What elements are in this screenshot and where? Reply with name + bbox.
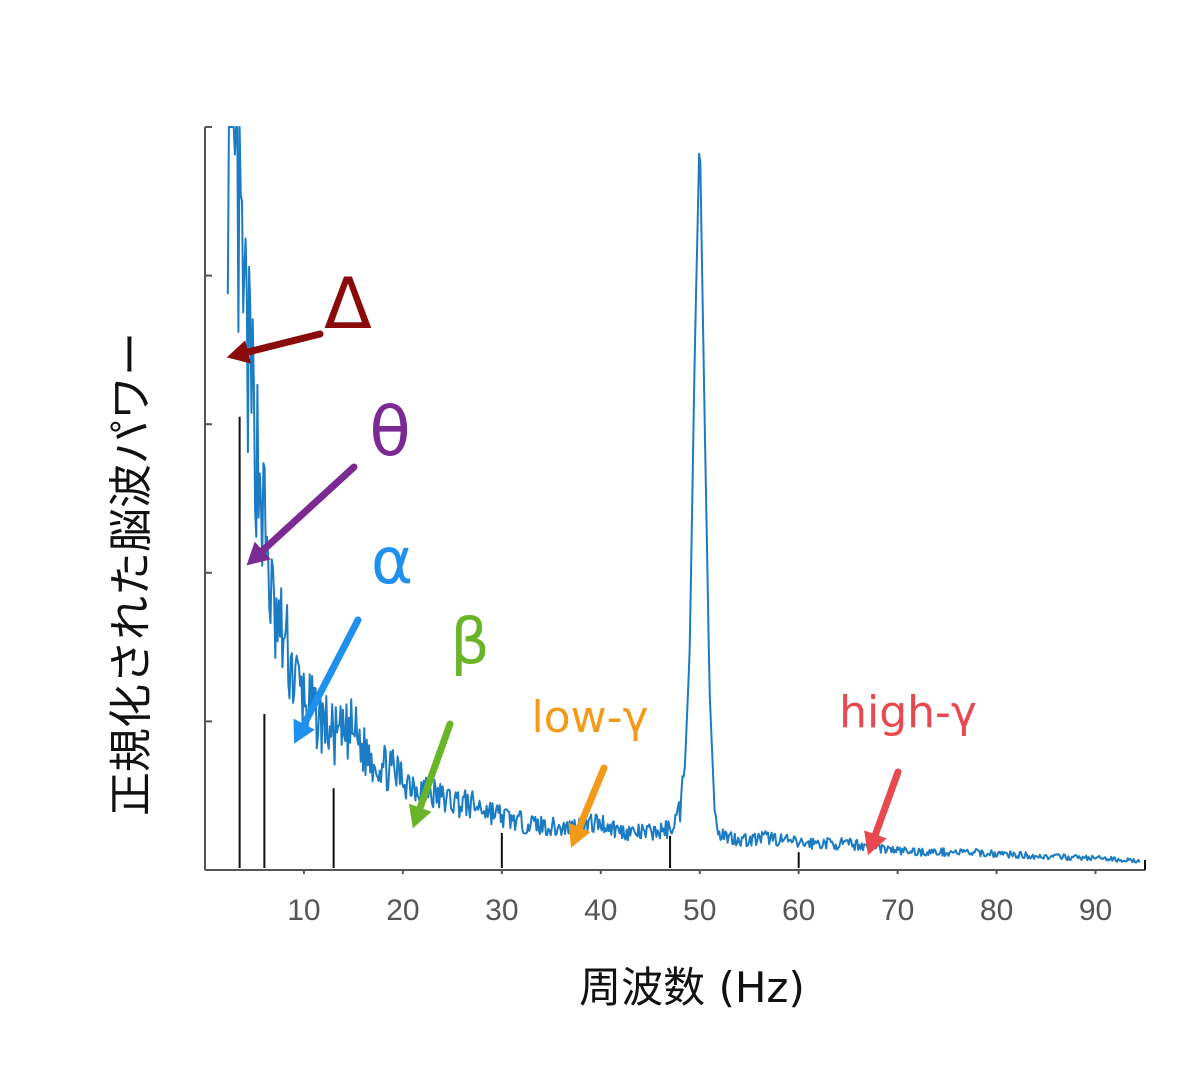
x-tick-labels: 10 20 30 40 50 60 70 80 90 <box>287 894 1112 927</box>
y-ticks <box>205 126 212 723</box>
arrow-head <box>246 541 271 566</box>
arrow-shaft <box>416 720 454 812</box>
x-axis-title: 周波数 (Hz) <box>579 963 805 1012</box>
arrow-shaft <box>300 616 362 728</box>
band-markers <box>238 416 800 868</box>
band-label: high-γ <box>839 687 977 738</box>
arrow-head <box>568 822 591 848</box>
band-label: Δ <box>324 263 372 345</box>
arrow-head <box>293 718 315 744</box>
x-tick-label: 40 <box>584 894 617 927</box>
arrow-head <box>408 803 432 829</box>
x-tick-label: 80 <box>980 894 1013 927</box>
band-label: low-γ <box>531 692 648 743</box>
eeg-power-spectrum-line <box>226 126 1141 864</box>
arrow-head <box>864 830 887 856</box>
band-label: θ <box>369 393 411 472</box>
arrow-shaft <box>871 768 902 838</box>
y-axis-title: 正規化された脳波パワー <box>106 332 157 816</box>
x-tick-label: 10 <box>287 894 320 927</box>
arrow-shaft <box>575 764 608 831</box>
x-tick-label: 50 <box>683 894 716 927</box>
arrow-shaft <box>244 330 324 356</box>
x-tick-label: 30 <box>485 894 518 927</box>
band-label: β <box>450 605 490 678</box>
x-tick-label: 60 <box>782 894 815 927</box>
x-ticks <box>302 860 1146 874</box>
x-tick-label: 20 <box>386 894 419 927</box>
band-label: α <box>371 525 413 599</box>
arrow-head <box>226 340 252 364</box>
arrow-shaft <box>259 463 358 555</box>
x-tick-label: 90 <box>1079 894 1112 927</box>
x-tick-label: 70 <box>881 894 914 927</box>
